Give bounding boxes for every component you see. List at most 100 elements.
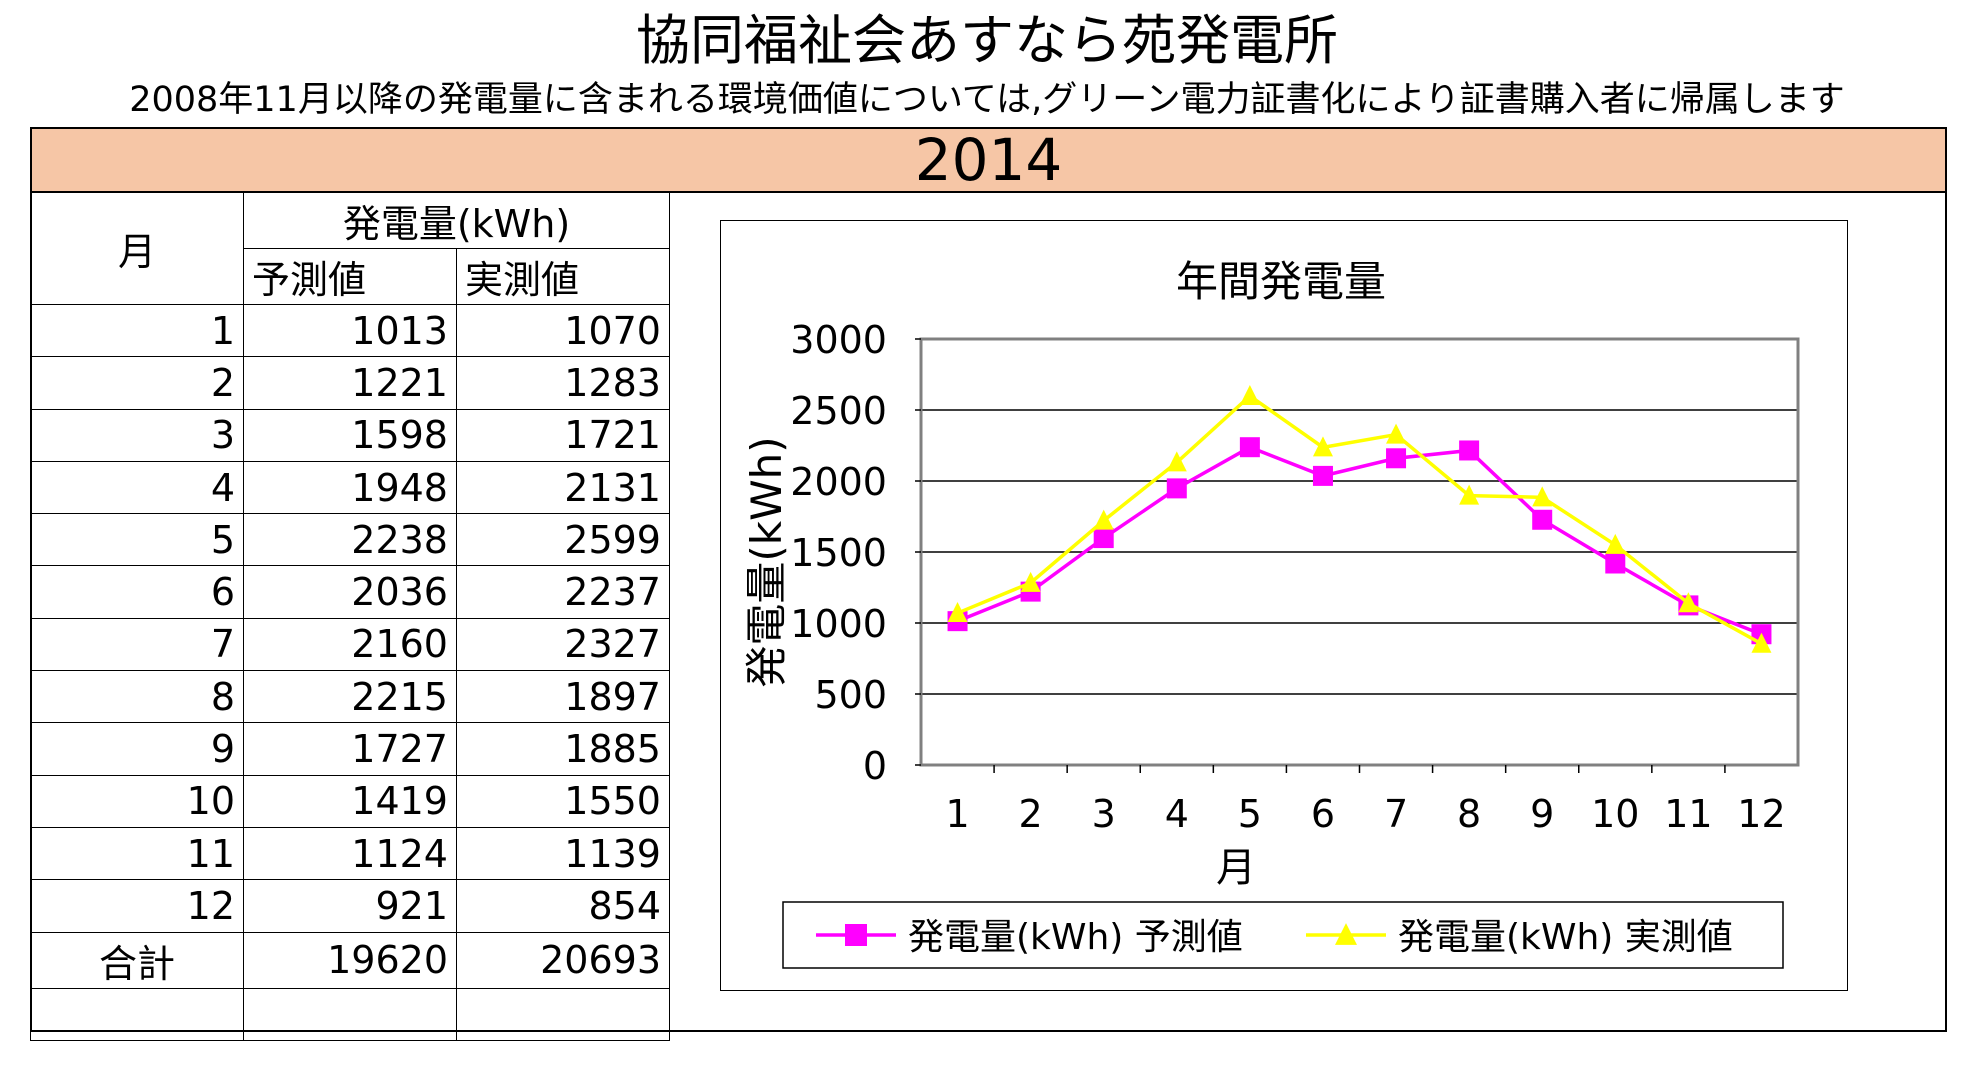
predicted-cell: 1124 — [243, 826, 457, 881]
table-row: 11 1124 1139 — [30, 826, 670, 881]
total-label: 合計 — [30, 931, 244, 989]
data-point — [1020, 571, 1041, 592]
actual-cell: 2327 — [456, 617, 670, 672]
table-row: 4 1948 2131 — [30, 460, 670, 515]
total-actual: 20693 — [456, 931, 670, 989]
month-cell: 4 — [30, 460, 244, 515]
y-tick-label: 1500 — [790, 531, 887, 575]
empty-cell — [456, 987, 670, 1041]
table-row: 1 1013 1070 — [30, 303, 670, 358]
x-tick-label: 6 — [1311, 792, 1335, 836]
series-line — [956, 393, 1763, 646]
data-point — [1678, 592, 1699, 613]
predicted-cell: 1221 — [243, 356, 457, 410]
page-subtitle: 2008年11月以降の発電量に含まれる環境価値については,グリーン電力証書化によ… — [129, 80, 1845, 120]
table-row: 9 1727 1885 — [30, 722, 670, 776]
data-point — [1312, 436, 1333, 457]
table-row: 10 1419 1550 — [30, 774, 670, 828]
year-banner: 2014 — [30, 127, 1947, 193]
x-tick-label: 1 — [945, 792, 969, 836]
y-axis-label: 発電量(kWh) — [742, 436, 791, 687]
page-title: 協同福祉会あすなら苑発電所 — [636, 9, 1338, 72]
month-cell: 2 — [30, 356, 244, 410]
data-point — [1605, 533, 1626, 554]
x-tick-label: 9 — [1530, 792, 1554, 836]
empty-row — [30, 987, 670, 1041]
y-tick-label: 0 — [863, 744, 887, 788]
actual-cell: 2237 — [456, 565, 670, 619]
data-point — [1532, 486, 1553, 507]
predicted-header: 予測値 — [243, 248, 457, 305]
data-point — [1459, 440, 1480, 461]
actual-cell: 2131 — [456, 460, 670, 515]
series-line — [956, 445, 1763, 636]
total-predicted: 19620 — [243, 931, 457, 989]
month-cell: 10 — [30, 774, 244, 828]
x-tick-label: 8 — [1457, 792, 1481, 836]
data-point — [1751, 632, 1772, 653]
x-tick-label: 5 — [1238, 792, 1262, 836]
x-tick-label: 12 — [1737, 792, 1785, 836]
x-axis: 1 2 3 4 5 6 7 8 9 10 11 12 — [945, 765, 1786, 836]
actual-cell: 1550 — [456, 774, 670, 828]
x-tick-label: 4 — [1165, 792, 1189, 836]
data-point — [1239, 384, 1260, 405]
table-row: 12 921 854 — [30, 879, 670, 933]
predicted-cell: 2215 — [243, 670, 457, 724]
month-cell: 11 — [30, 826, 244, 881]
table-row: 2 1221 1283 — [30, 356, 670, 410]
month-cell: 8 — [30, 670, 244, 724]
x-tick-label: 10 — [1591, 792, 1639, 836]
data-point — [1093, 509, 1114, 530]
month-cell: 9 — [30, 722, 244, 776]
predicted-cell: 2036 — [243, 565, 457, 619]
data-point — [1166, 451, 1187, 472]
y-axis: 0 500 1000 1500 2000 2500 3000 — [790, 318, 921, 788]
data-point — [1166, 478, 1187, 499]
y-tick-label: 2500 — [790, 389, 887, 433]
data-point — [1312, 465, 1333, 486]
table-row: 6 2036 2237 — [30, 565, 670, 619]
predicted-cell: 2238 — [243, 513, 457, 567]
actual-cell: 1885 — [456, 722, 670, 776]
total-row: 合計 19620 20693 — [30, 931, 670, 989]
month-header: 月 — [30, 192, 244, 305]
actual-cell: 1070 — [456, 303, 670, 358]
actual-cell: 1283 — [456, 356, 670, 410]
actual-cell: 1139 — [456, 826, 670, 881]
chart-legend: 発電量(kWh) 予測値 発電量(kWh) 実測値 — [782, 901, 1784, 969]
data-point — [1605, 553, 1626, 574]
actual-cell: 1721 — [456, 408, 670, 462]
actual-cell: 2599 — [456, 513, 670, 567]
predicted-cell: 1948 — [243, 460, 457, 515]
table-row: 5 2238 2599 — [30, 513, 670, 567]
predicted-cell: 1013 — [243, 303, 457, 358]
series-2 — [947, 384, 1772, 653]
actual-header: 実測値 — [456, 248, 670, 305]
data-point — [1386, 448, 1407, 469]
legend-box — [782, 901, 1784, 969]
x-tick-label: 11 — [1664, 792, 1712, 836]
chart-title: 年間発電量 — [1176, 257, 1386, 306]
empty-cell — [243, 987, 457, 1041]
data-point — [1459, 484, 1480, 505]
data-point — [1093, 528, 1114, 549]
month-cell: 7 — [30, 617, 244, 672]
legend-label: 発電量(kWh) 予測値 — [908, 917, 1243, 958]
table-row: 3 1598 1721 — [30, 408, 670, 462]
month-cell: 1 — [30, 303, 244, 358]
chart-series — [947, 384, 1772, 653]
actual-cell: 854 — [456, 879, 670, 933]
empty-cell — [30, 987, 244, 1041]
data-point — [1386, 423, 1407, 444]
predicted-cell: 1727 — [243, 722, 457, 776]
legend-label: 発電量(kWh) 実測値 — [1398, 917, 1733, 958]
chart-grid — [921, 409, 1798, 695]
predicted-cell: 2160 — [243, 617, 457, 672]
y-tick-label: 500 — [814, 673, 887, 717]
month-cell: 5 — [30, 513, 244, 567]
x-axis-label: 月 — [1216, 845, 1256, 891]
data-point — [947, 602, 968, 623]
